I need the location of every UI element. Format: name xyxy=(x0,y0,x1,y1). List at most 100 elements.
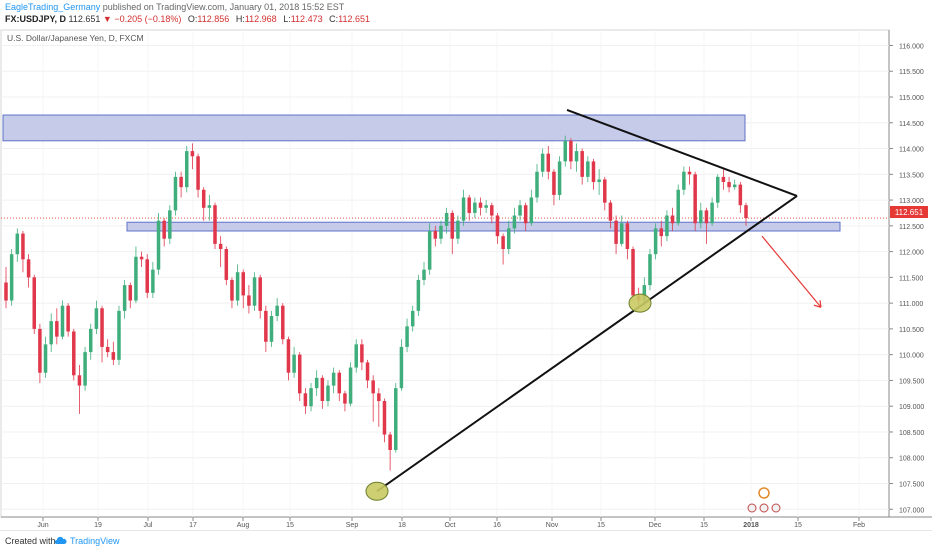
candle-body xyxy=(388,434,392,451)
candle-body xyxy=(201,189,206,208)
candle xyxy=(394,383,398,453)
candle-body xyxy=(122,285,127,311)
candle-body xyxy=(552,171,556,195)
candle-body xyxy=(433,230,438,239)
candle-body xyxy=(365,362,370,381)
candle xyxy=(569,138,573,170)
author-link[interactable]: EagleTrading_Germany xyxy=(5,2,101,12)
publish-line: EagleTrading_Germany published on Tradin… xyxy=(5,2,344,12)
candle xyxy=(619,215,624,247)
tradingview-brand-link[interactable]: TradingView xyxy=(70,536,120,546)
nov-low-marker xyxy=(628,293,652,313)
ohlc-line: FX:USDJPY, D 112.651 ▼ −0.205 (−0.18%) O… xyxy=(5,14,370,24)
candle-body xyxy=(32,277,36,329)
candle-body xyxy=(218,243,223,250)
candle xyxy=(117,305,121,365)
candle xyxy=(501,233,505,265)
y-tick-label: 116.000 xyxy=(899,43,924,50)
candle xyxy=(523,202,528,231)
y-tick-label: 107.500 xyxy=(899,482,924,489)
candle xyxy=(676,184,680,226)
candle-body xyxy=(309,388,313,407)
candle xyxy=(235,264,240,306)
flag-icon xyxy=(759,503,769,513)
candle-body xyxy=(699,210,703,224)
candle-body xyxy=(631,249,635,296)
candle-body xyxy=(614,220,618,244)
x-tick-label: Aug xyxy=(237,522,250,529)
candle-body xyxy=(523,205,528,224)
candle-body xyxy=(608,202,613,221)
candle-body xyxy=(495,215,500,237)
candle xyxy=(653,223,658,260)
last-price-tag-text: 112.651 xyxy=(895,208,924,217)
candle xyxy=(111,341,116,365)
candle xyxy=(456,215,460,244)
candle-body xyxy=(670,215,675,224)
candle xyxy=(354,339,358,373)
candle-body xyxy=(648,254,652,286)
candle xyxy=(687,166,692,185)
candle-body xyxy=(60,305,65,337)
candle-body xyxy=(704,210,709,224)
candle-body xyxy=(190,151,195,157)
candle-body xyxy=(134,256,138,301)
candle xyxy=(145,254,149,298)
x-tick-label: Jun xyxy=(37,522,48,529)
created-with-label: Created with xyxy=(5,536,56,546)
candle xyxy=(563,135,567,167)
candle xyxy=(162,218,166,247)
candle xyxy=(60,300,65,340)
candle-body xyxy=(100,308,104,347)
candle xyxy=(224,246,229,286)
candle-body xyxy=(151,269,155,293)
candle-body xyxy=(230,279,234,301)
candle-body xyxy=(484,205,488,208)
candle-body xyxy=(738,184,743,206)
candle xyxy=(371,375,375,422)
price-chart[interactable]: 116.000 115.500 115.000 114.500 114.000 113.5… xyxy=(0,28,932,530)
candle xyxy=(490,202,494,224)
candle xyxy=(21,230,25,273)
x-tick-label: 15 xyxy=(700,522,708,529)
candle xyxy=(699,202,703,229)
y-tick-label: 112.500 xyxy=(899,224,924,231)
x-tick-label: Dec xyxy=(649,522,662,529)
candle xyxy=(128,282,133,309)
x-tick-label: 19 xyxy=(94,522,102,529)
candle xyxy=(478,197,483,216)
upper-trendline xyxy=(566,108,798,197)
candle-body xyxy=(682,171,686,190)
candle-body xyxy=(732,184,737,188)
candle xyxy=(399,339,404,391)
candle-body xyxy=(162,220,166,239)
candle-body xyxy=(676,189,680,224)
candle-body xyxy=(535,171,539,198)
candle-body xyxy=(241,272,246,296)
candle xyxy=(665,210,669,242)
y-tick-label: 108.500 xyxy=(899,430,924,437)
candle-body xyxy=(94,308,99,329)
y-tick-label: 115.000 xyxy=(899,95,924,102)
candle-body xyxy=(659,228,664,237)
x-tick-label: 2018 xyxy=(743,522,759,529)
published-text: published on TradingView.com, January 01… xyxy=(102,2,345,12)
candle-body xyxy=(405,326,409,347)
candle xyxy=(38,323,42,384)
candle xyxy=(55,308,59,345)
y-tick-label: 115.500 xyxy=(899,69,924,76)
sep-low-marker xyxy=(365,481,389,501)
candle-body xyxy=(145,259,149,293)
candle-body xyxy=(235,272,240,301)
candle-body xyxy=(258,277,262,311)
candle-body xyxy=(331,372,336,386)
candle xyxy=(467,194,471,221)
candle xyxy=(444,207,449,234)
candle-body xyxy=(563,140,567,162)
candle-body xyxy=(591,161,596,183)
candle-body xyxy=(207,205,212,208)
candle xyxy=(461,189,466,226)
candle xyxy=(326,380,330,407)
y-tick-label: 109.500 xyxy=(899,378,924,385)
candle xyxy=(546,145,551,180)
